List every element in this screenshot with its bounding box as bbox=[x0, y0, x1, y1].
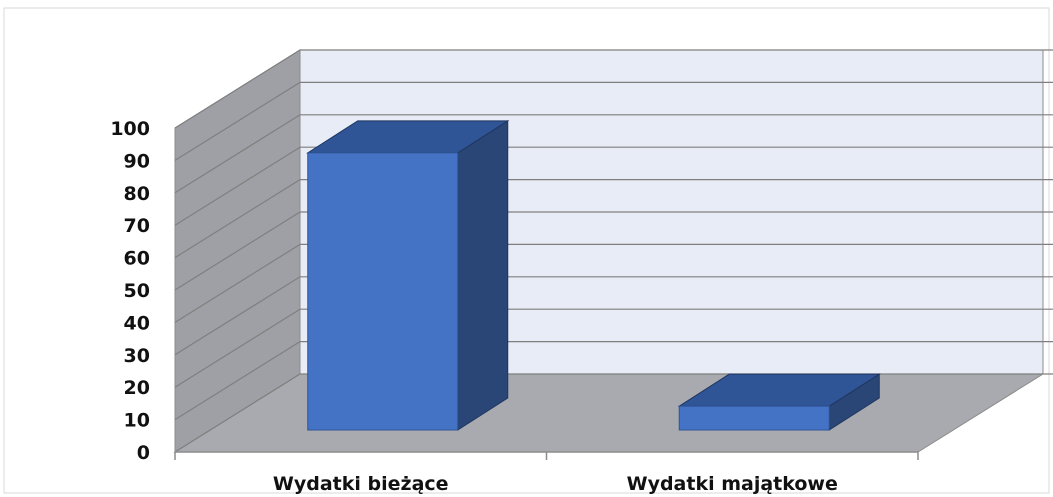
gridline bbox=[174, 243, 1053, 323]
bar-side bbox=[457, 119, 509, 431]
bar-group bbox=[677, 373, 881, 431]
y-tick-label: 40 bbox=[124, 312, 150, 334]
y-tick-label: 30 bbox=[124, 345, 150, 367]
category-label: Wydatki majątkowe bbox=[627, 473, 838, 495]
y-tick-label: 100 bbox=[110, 118, 150, 140]
gridline bbox=[174, 146, 1053, 226]
gridline bbox=[174, 308, 1053, 388]
y-tick-label: 90 bbox=[124, 150, 150, 172]
gridline bbox=[174, 276, 1053, 356]
bar bbox=[307, 152, 459, 431]
y-tick-label: 70 bbox=[124, 215, 150, 237]
gridline bbox=[174, 81, 1053, 161]
category-labels: Wydatki bieżące Wydatki majątkowe bbox=[273, 473, 838, 495]
category-label: Wydatki bieżące bbox=[273, 473, 449, 495]
gridline bbox=[174, 179, 1053, 259]
y-tick-label: 0 bbox=[137, 442, 150, 464]
gridline bbox=[174, 341, 1053, 421]
chart-walls bbox=[173, 49, 1045, 453]
gridline bbox=[174, 211, 1053, 291]
y-tick-label: 10 bbox=[124, 410, 150, 432]
y-tick-label: 60 bbox=[124, 248, 150, 270]
gridline bbox=[174, 49, 1053, 129]
floor bbox=[173, 373, 1045, 453]
gridline bbox=[174, 114, 1053, 194]
bars bbox=[306, 119, 881, 431]
y-axis-tick-labels: 0 10 20 30 40 50 60 70 80 90 100 bbox=[110, 118, 150, 464]
gridlines bbox=[174, 49, 1053, 453]
y-tick-label: 20 bbox=[124, 377, 150, 399]
bar bbox=[678, 405, 830, 431]
category-axis bbox=[174, 451, 919, 460]
y-tick-label: 80 bbox=[124, 183, 150, 205]
y-tick-label: 50 bbox=[124, 280, 150, 302]
bar-group bbox=[306, 119, 510, 431]
